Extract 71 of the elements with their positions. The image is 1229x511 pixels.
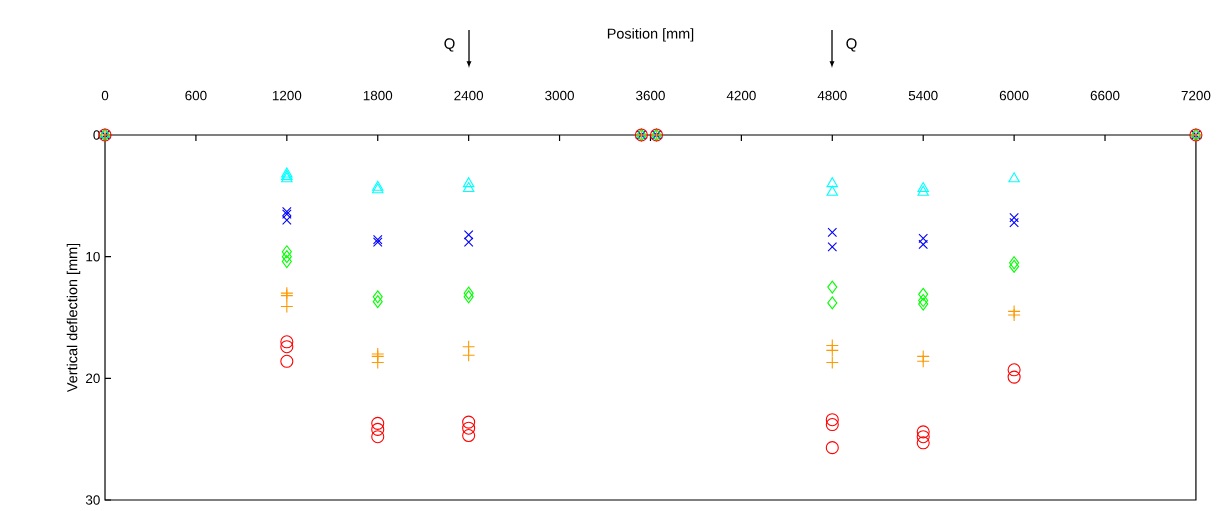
- x-tick-label: 3600: [636, 90, 665, 101]
- point: [916, 425, 930, 439]
- x-tick-label: 2400: [454, 90, 484, 101]
- point: [1009, 212, 1019, 223]
- text: Q: [444, 38, 455, 52]
- y-axis-title: Vertical deflection [mm]: [66, 243, 81, 393]
- point: [825, 413, 839, 427]
- point: [280, 340, 294, 354]
- point: [827, 296, 838, 310]
- point: [1007, 370, 1021, 384]
- x-tick-label: 4200: [726, 90, 756, 101]
- point: [280, 354, 294, 368]
- point: [916, 354, 930, 368]
- point: [371, 430, 385, 444]
- point: [281, 250, 292, 264]
- point: [825, 355, 839, 370]
- point: [825, 441, 839, 455]
- point: [917, 181, 929, 193]
- point: [1007, 308, 1021, 322]
- point: [371, 416, 385, 430]
- point: [916, 430, 930, 444]
- point: [1008, 172, 1020, 183]
- point: [825, 418, 839, 432]
- point: [372, 290, 383, 304]
- x-tick-label: 5400: [908, 90, 938, 101]
- x-tick-label: 1200: [272, 90, 302, 101]
- point: [918, 293, 929, 308]
- point: [827, 280, 838, 294]
- point: [281, 254, 292, 269]
- point: [462, 421, 476, 435]
- point: [281, 245, 292, 259]
- point: [827, 242, 838, 252]
- point: [916, 436, 930, 450]
- point: [826, 185, 839, 196]
- point: [1007, 363, 1021, 377]
- point: [463, 290, 474, 304]
- y-tick-label: 30: [85, 495, 100, 505]
- x-tick-label: 600: [185, 90, 207, 101]
- point: [918, 239, 928, 250]
- point: [372, 295, 383, 309]
- x-tick-label: 6600: [1090, 90, 1120, 101]
- point: [1009, 217, 1019, 228]
- x-tick-label: 7200: [1181, 90, 1211, 101]
- point: [918, 287, 929, 301]
- point: [282, 215, 292, 225]
- point: [463, 237, 474, 247]
- point: [371, 422, 385, 436]
- point: [462, 177, 475, 188]
- point: [825, 343, 839, 357]
- point: [462, 428, 476, 443]
- point: [280, 335, 294, 349]
- y-tick-label: 10: [86, 251, 100, 262]
- point: [462, 181, 475, 193]
- point: [918, 233, 928, 244]
- point: [280, 299, 294, 314]
- x-axis-title: Position [mm]: [607, 28, 694, 42]
- point: [462, 415, 476, 429]
- x-tick-label: 4800: [817, 90, 847, 101]
- point: [463, 286, 474, 300]
- point: [826, 177, 839, 188]
- point: [371, 355, 385, 370]
- x-tick-label: 0: [101, 90, 109, 101]
- point: [918, 297, 929, 311]
- y-tick-label: 20: [86, 373, 100, 384]
- point: [827, 227, 838, 238]
- x-tick-label: 3000: [545, 90, 574, 101]
- x-tick-label: 1800: [363, 90, 393, 101]
- x-tick-label: 6000: [999, 90, 1029, 101]
- text: Q: [846, 38, 857, 52]
- point: [462, 348, 476, 362]
- point: [463, 229, 474, 240]
